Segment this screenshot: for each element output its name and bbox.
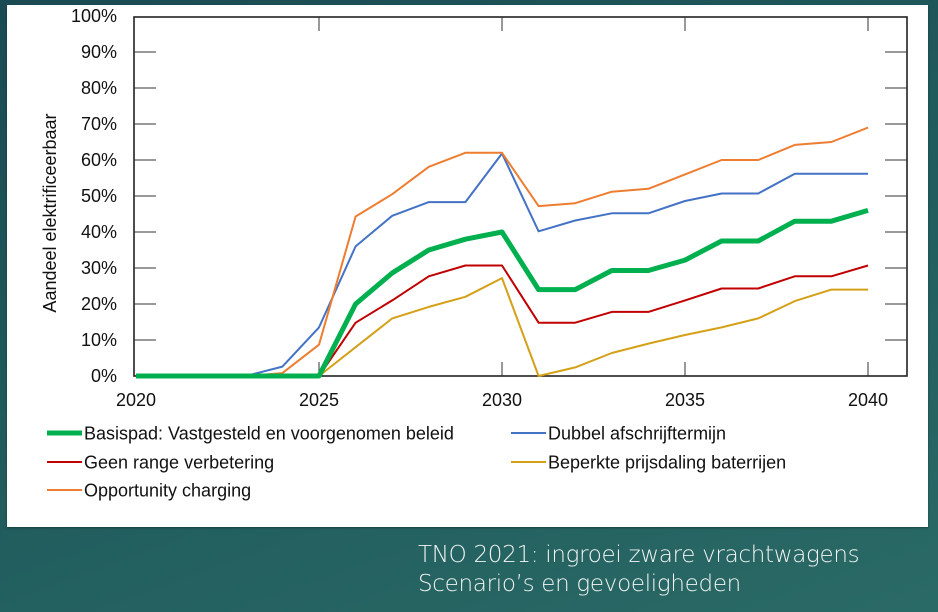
y-tick-labels: 0% 10% 20% 30% 40% 50% 60% 70% 80% 90% 100% xyxy=(71,6,117,386)
y-tick-label: 100% xyxy=(71,6,117,26)
y-tick-label: 90% xyxy=(81,42,117,62)
legend-item: Geen range verbetering xyxy=(47,453,274,473)
y-tick-label: 10% xyxy=(81,330,117,350)
chart-axes xyxy=(133,16,908,377)
legend-label: Opportunity charging xyxy=(84,481,251,501)
legend-item: Opportunity charging xyxy=(47,481,251,501)
y-tick-label: 20% xyxy=(81,294,117,314)
legend-label: Beperkte prijsdaling baterrijen xyxy=(548,453,786,473)
y-tick-label: 50% xyxy=(81,186,117,206)
series-line-basispad-vastgesteld-en-voorgenomen-beleid xyxy=(136,208,869,379)
series-line-opportunity-charging xyxy=(136,126,869,377)
chart-legend: Basispad: Vastgesteld en voorgenomen bel… xyxy=(47,424,786,501)
legend-item: Beperkte prijsdaling baterrijen xyxy=(511,453,786,473)
plot-frame xyxy=(133,16,908,377)
legend-label: Geen range verbetering xyxy=(84,453,274,473)
series-line-geen-range-verbetering xyxy=(136,264,869,377)
series-line-beperkte-prijsdaling-baterrijen xyxy=(136,277,868,377)
x-tick-label: 2035 xyxy=(665,390,705,410)
y-tick-label: 60% xyxy=(81,150,117,170)
y-axis-title: Aandeel elektrificeerbaar xyxy=(40,113,60,312)
slide-caption: TNO 2021: ingroei zware vrachtwagens Sce… xyxy=(418,541,938,599)
legend-label: Dubbel afschrijftermijn xyxy=(548,424,726,444)
y-tick-label: 40% xyxy=(81,222,117,242)
y-tick-label: 70% xyxy=(81,114,117,134)
y-tick-label: 0% xyxy=(91,366,117,386)
x-tick-label: 2025 xyxy=(299,390,339,410)
chart-series xyxy=(135,126,869,379)
x-tick-label: 2030 xyxy=(482,390,522,410)
caption-title: TNO 2021: ingroei zware vrachtwagens xyxy=(418,542,860,568)
caption-subtitle: Scenario’s en gevoeligheden xyxy=(418,571,741,597)
y-tick-label: 80% xyxy=(81,78,117,98)
x-tick-label: 2020 xyxy=(116,390,156,410)
legend-item: Dubbel afschrijftermijn xyxy=(511,424,726,444)
y-tick-label: 30% xyxy=(81,258,117,278)
x-tick-labels: 2020 2025 2030 2035 2040 xyxy=(116,390,888,410)
legend-label: Basispad: Vastgesteld en voorgenomen bel… xyxy=(84,424,454,444)
legend-item: Basispad: Vastgesteld en voorgenomen bel… xyxy=(47,424,454,444)
x-tick-label: 2040 xyxy=(848,390,888,410)
